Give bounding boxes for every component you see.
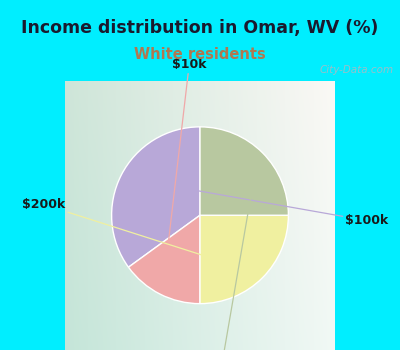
Text: $20k: $20k xyxy=(204,158,258,350)
Text: $100k: $100k xyxy=(128,178,389,227)
Text: White residents: White residents xyxy=(134,47,266,62)
Wedge shape xyxy=(200,215,288,304)
Text: Income distribution in Omar, WV (%): Income distribution in Omar, WV (%) xyxy=(21,19,379,37)
Text: City-Data.com: City-Data.com xyxy=(319,65,393,75)
Text: $200k: $200k xyxy=(22,198,258,273)
Wedge shape xyxy=(128,215,200,304)
Text: $10k: $10k xyxy=(163,58,206,288)
Wedge shape xyxy=(200,127,288,215)
Wedge shape xyxy=(112,127,200,267)
